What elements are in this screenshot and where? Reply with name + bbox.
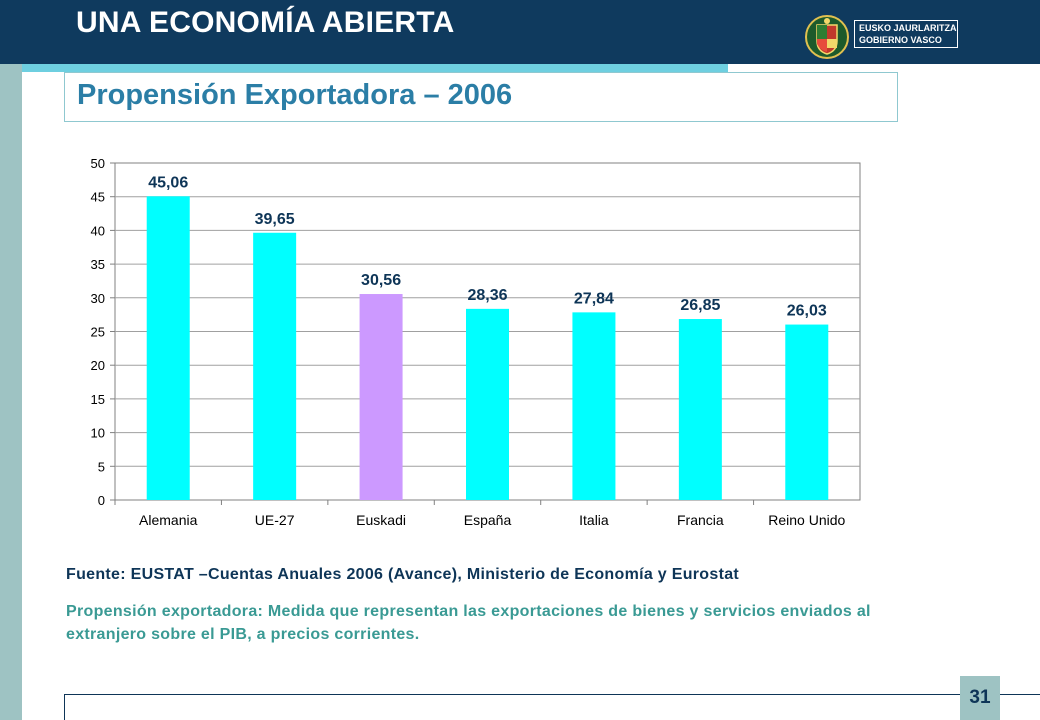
header-bar <box>0 0 1040 64</box>
x-category-label: Euskadi <box>356 512 406 528</box>
bar-value-label: 26,85 <box>680 297 720 314</box>
x-category-label: España <box>464 512 512 528</box>
bar-value-label: 39,65 <box>255 211 295 228</box>
logo-line-basque: EUSKO JAURLARITZA <box>859 23 957 33</box>
left-side-stripe <box>0 64 22 720</box>
x-category-label: UE-27 <box>255 512 295 528</box>
gobierno-vasco-logo: EUSKO JAURLARITZA GOBIERNO VASCO <box>804 14 964 62</box>
page-number: 31 <box>960 676 1000 720</box>
x-category-label: Alemania <box>139 512 198 528</box>
bar-euskadi <box>359 294 403 500</box>
coat-of-arms-icon <box>805 15 849 59</box>
y-tick-label: 20 <box>91 358 105 373</box>
x-category-label: Francia <box>677 512 724 528</box>
y-tick-label: 5 <box>98 459 105 474</box>
bar-ue-27 <box>253 232 297 500</box>
y-tick-label: 15 <box>91 392 105 407</box>
y-tick-label: 35 <box>91 257 105 272</box>
y-tick-label: 10 <box>91 426 105 441</box>
y-tick-label: 30 <box>91 291 105 306</box>
x-category-label: Italia <box>579 512 609 528</box>
footer-vertical-line <box>64 694 65 720</box>
bar-alemania <box>146 196 190 500</box>
y-tick-label: 40 <box>91 223 105 238</box>
bar-reino-unido <box>785 324 829 500</box>
header-accent-stripe <box>22 64 728 72</box>
bar-value-label: 45,06 <box>148 174 188 191</box>
subtitle-box: Propensión Exportadora – 2006 <box>64 72 898 122</box>
footer-line <box>64 694 1040 695</box>
y-tick-label: 50 <box>91 156 105 171</box>
definition-note: Propensión exportadora: Medida que repre… <box>66 603 871 643</box>
bar-value-label: 28,36 <box>467 287 507 304</box>
logo-text-box: EUSKO JAURLARITZA GOBIERNO VASCO <box>854 20 958 48</box>
bar-italia <box>572 312 616 500</box>
y-tick-label: 45 <box>91 190 105 205</box>
y-tick-label: 0 <box>98 493 105 508</box>
bar-francia <box>678 319 722 500</box>
slide-subtitle: Propensión Exportadora – 2006 <box>77 79 513 111</box>
export-propensity-bar-chart: 0 5 10 15 20 25 30 35 40 45 50 45,06 Alemania 39,65 UE… <box>91 156 861 528</box>
bar-value-label: 26,03 <box>787 303 827 320</box>
x-category-label: Reino Unido <box>768 512 845 528</box>
y-tick-label: 25 <box>91 325 105 340</box>
bar-españa <box>466 308 509 500</box>
logo-line-spanish: GOBIERNO VASCO <box>859 35 942 45</box>
slide-main-title: UNA ECONOMÍA ABIERTA <box>76 6 455 39</box>
source-note: Fuente: EUSTAT –Cuentas Anuales 2006 (Av… <box>66 566 740 583</box>
bar-value-label: 30,56 <box>361 272 401 289</box>
bar-value-label: 27,84 <box>574 290 614 307</box>
